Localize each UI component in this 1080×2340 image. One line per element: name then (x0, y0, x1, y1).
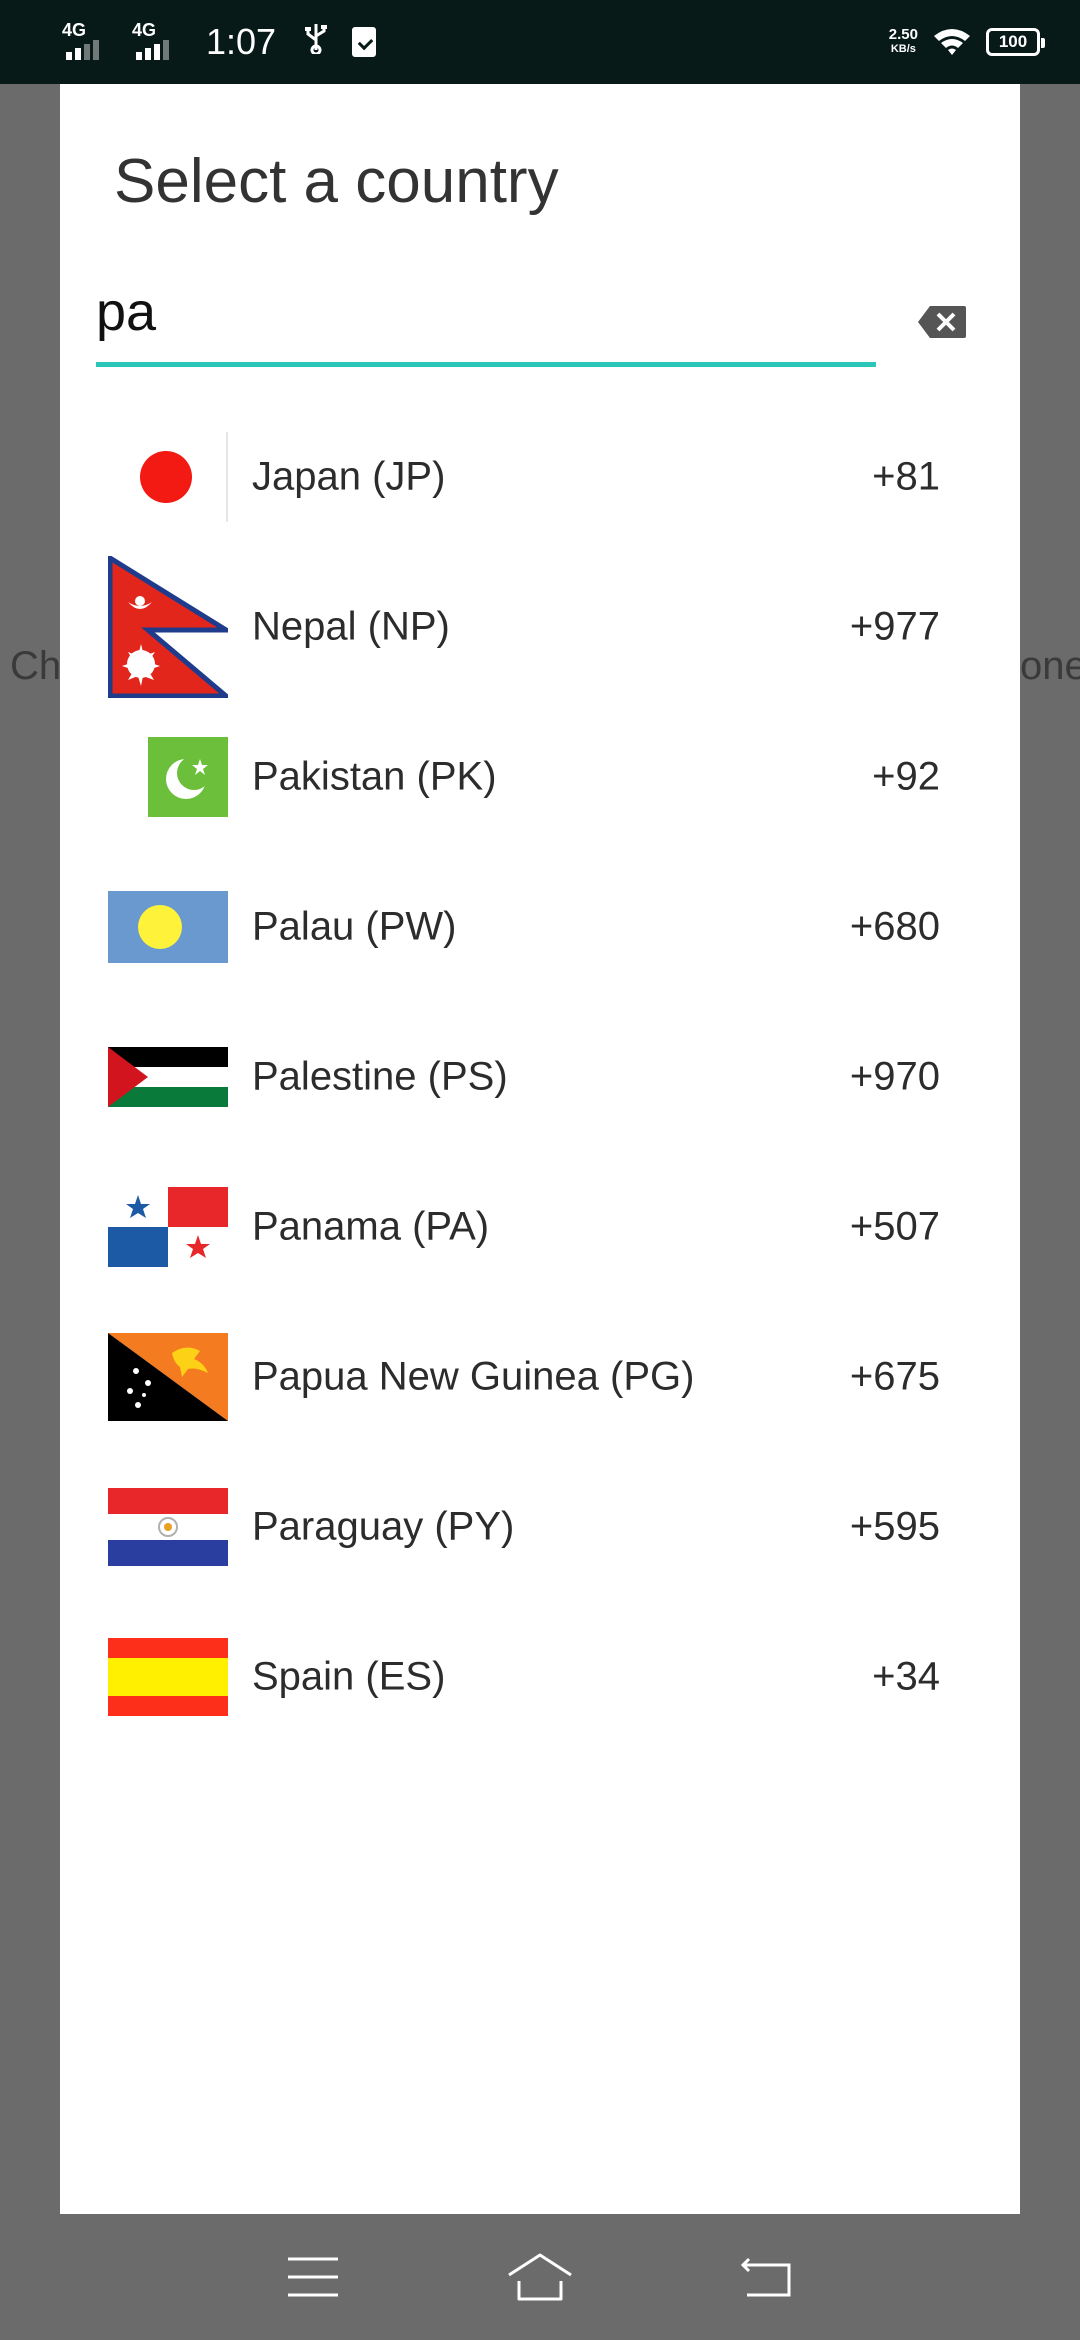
country-picker-dialog: Select a country Japan (JP) +81 (60, 84, 1020, 2214)
navigation-bar (0, 2214, 1080, 2340)
clear-search-button[interactable] (916, 304, 968, 340)
pakistan-flag-icon (148, 737, 228, 817)
network-type-1: 4G (62, 20, 87, 40)
country-code: +34 (872, 1654, 940, 1699)
country-name: Papua New Guinea (PG) (252, 1354, 695, 1399)
search-underline (96, 362, 876, 367)
country-name: Panama (PA) (252, 1204, 490, 1249)
network-speed: 2.50 KB/s (888, 26, 918, 56)
menu-icon (288, 2257, 339, 2297)
country-code: +977 (849, 604, 940, 649)
background-text-right: one (1020, 644, 1080, 688)
country-code: +507 (849, 1204, 940, 1249)
country-row-panama[interactable]: Panama (PA) +507 (60, 1152, 1020, 1302)
country-name: Palau (PW) (252, 904, 457, 949)
country-list: Japan (JP) +81 Nepal (NP) +977 (60, 402, 1020, 1752)
speed-unit: KB/s (890, 43, 916, 55)
menu-button[interactable] (278, 2247, 348, 2307)
country-row-nepal[interactable]: Nepal (NP) +977 (60, 552, 1020, 702)
country-row-palau[interactable]: Palau (PW) +680 (60, 852, 1020, 1002)
country-code: +595 (849, 1504, 940, 1549)
country-name: Paraguay (PY) (252, 1504, 515, 1549)
panama-flag-icon (108, 1187, 228, 1267)
signal-icon: 4G (62, 20, 118, 64)
country-code: +675 (849, 1354, 940, 1399)
back-icon (740, 2257, 791, 2297)
battery-icon: 100 (986, 28, 1045, 56)
clipboard-check-icon (352, 27, 377, 57)
papua-new-guinea-flag-icon (108, 1333, 228, 1421)
usb-icon (304, 22, 328, 62)
wifi-icon (932, 26, 972, 58)
palau-flag-icon (108, 891, 228, 963)
country-code: +970 (849, 1054, 940, 1099)
nepal-flag-icon (108, 556, 228, 698)
country-row-spain[interactable]: Spain (ES) +34 (60, 1602, 1020, 1752)
country-code: +680 (849, 904, 940, 949)
country-name: Japan (JP) (252, 454, 446, 499)
background-text-left: Ch (10, 644, 62, 688)
country-code: +92 (872, 754, 940, 799)
japan-flag-icon (108, 432, 228, 522)
country-row-pakistan[interactable]: Pakistan (PK) +92 (60, 702, 1020, 852)
country-name: Pakistan (PK) (252, 754, 497, 799)
country-row-japan[interactable]: Japan (JP) +81 (60, 402, 1020, 552)
home-icon (508, 2253, 572, 2301)
country-code: +81 (872, 454, 940, 499)
country-name: Nepal (NP) (252, 604, 450, 649)
signal-icon: 4G (132, 20, 188, 64)
clock: 1:07 (206, 21, 277, 62)
palestine-flag-icon (108, 1047, 228, 1107)
back-button[interactable] (732, 2247, 802, 2307)
status-bar: 4G 4G 1:07 2.50 KB/s 100 (0, 0, 1080, 84)
speed-value: 2.50 (888, 26, 918, 43)
country-name: Palestine (PS) (252, 1054, 508, 1099)
home-button[interactable] (505, 2247, 575, 2307)
country-row-papua-new-guinea[interactable]: Papua New Guinea (PG) +675 (60, 1302, 1020, 1452)
battery-level: 100 (998, 32, 1028, 51)
country-name: Spain (ES) (252, 1654, 446, 1699)
spain-flag-icon (108, 1638, 228, 1716)
country-row-palestine[interactable]: Palestine (PS) +970 (60, 1002, 1020, 1152)
network-type-2: 4G (132, 20, 157, 40)
paraguay-flag-icon (108, 1488, 228, 1566)
search-input[interactable] (96, 282, 876, 342)
country-row-paraguay[interactable]: Paraguay (PY) +595 (60, 1452, 1020, 1602)
backspace-clear-icon (918, 306, 966, 338)
dialog-title: Select a country (114, 147, 559, 216)
